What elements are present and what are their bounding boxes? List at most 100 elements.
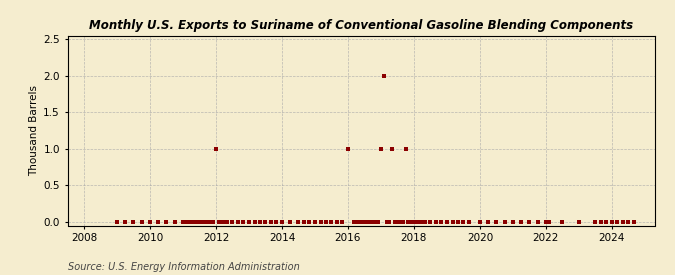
Point: [491, 220, 502, 224]
Point: [348, 220, 359, 224]
Point: [618, 220, 628, 224]
Point: [298, 220, 309, 224]
Point: [483, 220, 493, 224]
Point: [458, 220, 469, 224]
Point: [543, 220, 554, 224]
Point: [315, 220, 326, 224]
Point: [186, 220, 196, 224]
Point: [277, 220, 288, 224]
Point: [384, 220, 395, 224]
Point: [447, 220, 458, 224]
Point: [436, 220, 447, 224]
Point: [233, 220, 244, 224]
Y-axis label: Thousand Barrels: Thousand Barrels: [29, 85, 39, 176]
Point: [375, 147, 386, 151]
Point: [266, 220, 277, 224]
Point: [373, 220, 383, 224]
Point: [200, 220, 211, 224]
Point: [406, 220, 416, 224]
Point: [213, 220, 224, 224]
Point: [128, 220, 139, 224]
Point: [178, 220, 188, 224]
Point: [398, 220, 408, 224]
Point: [136, 220, 147, 224]
Point: [475, 220, 485, 224]
Point: [342, 147, 353, 151]
Point: [386, 147, 397, 151]
Point: [367, 220, 378, 224]
Point: [389, 220, 400, 224]
Point: [161, 220, 172, 224]
Point: [244, 220, 254, 224]
Point: [362, 220, 373, 224]
Point: [111, 220, 122, 224]
Point: [331, 220, 342, 224]
Point: [180, 220, 191, 224]
Point: [623, 220, 634, 224]
Point: [464, 220, 475, 224]
Point: [354, 220, 364, 224]
Point: [403, 220, 414, 224]
Point: [202, 220, 213, 224]
Point: [416, 220, 427, 224]
Point: [574, 220, 585, 224]
Point: [400, 147, 411, 151]
Point: [612, 220, 623, 224]
Point: [310, 220, 321, 224]
Point: [557, 220, 568, 224]
Point: [227, 220, 238, 224]
Point: [194, 220, 205, 224]
Point: [364, 220, 375, 224]
Point: [260, 220, 271, 224]
Point: [196, 220, 207, 224]
Point: [441, 220, 452, 224]
Point: [238, 220, 249, 224]
Point: [249, 220, 260, 224]
Point: [601, 220, 612, 224]
Point: [205, 220, 216, 224]
Point: [595, 220, 606, 224]
Point: [516, 220, 526, 224]
Point: [508, 220, 518, 224]
Point: [285, 220, 296, 224]
Title: Monthly U.S. Exports to Suriname of Conventional Gasoline Blending Components: Monthly U.S. Exports to Suriname of Conv…: [89, 19, 633, 32]
Point: [590, 220, 601, 224]
Point: [411, 220, 422, 224]
Point: [395, 220, 406, 224]
Point: [351, 220, 362, 224]
Point: [211, 147, 221, 151]
Point: [219, 220, 230, 224]
Point: [431, 220, 441, 224]
Point: [304, 220, 315, 224]
Point: [337, 220, 348, 224]
Point: [628, 220, 639, 224]
Point: [120, 220, 131, 224]
Point: [452, 220, 463, 224]
Point: [532, 220, 543, 224]
Point: [370, 220, 381, 224]
Point: [359, 220, 370, 224]
Point: [153, 220, 163, 224]
Point: [408, 220, 419, 224]
Point: [293, 220, 304, 224]
Point: [221, 220, 232, 224]
Point: [414, 220, 425, 224]
Point: [271, 220, 281, 224]
Point: [183, 220, 194, 224]
Point: [321, 220, 331, 224]
Point: [524, 220, 535, 224]
Point: [419, 220, 430, 224]
Point: [169, 220, 180, 224]
Point: [208, 220, 219, 224]
Text: Source: U.S. Energy Information Administration: Source: U.S. Energy Information Administ…: [68, 262, 299, 272]
Point: [216, 220, 227, 224]
Point: [606, 220, 617, 224]
Point: [541, 220, 551, 224]
Point: [188, 220, 199, 224]
Point: [378, 74, 389, 78]
Point: [500, 220, 510, 224]
Point: [381, 220, 392, 224]
Point: [326, 220, 337, 224]
Point: [356, 220, 367, 224]
Point: [254, 220, 265, 224]
